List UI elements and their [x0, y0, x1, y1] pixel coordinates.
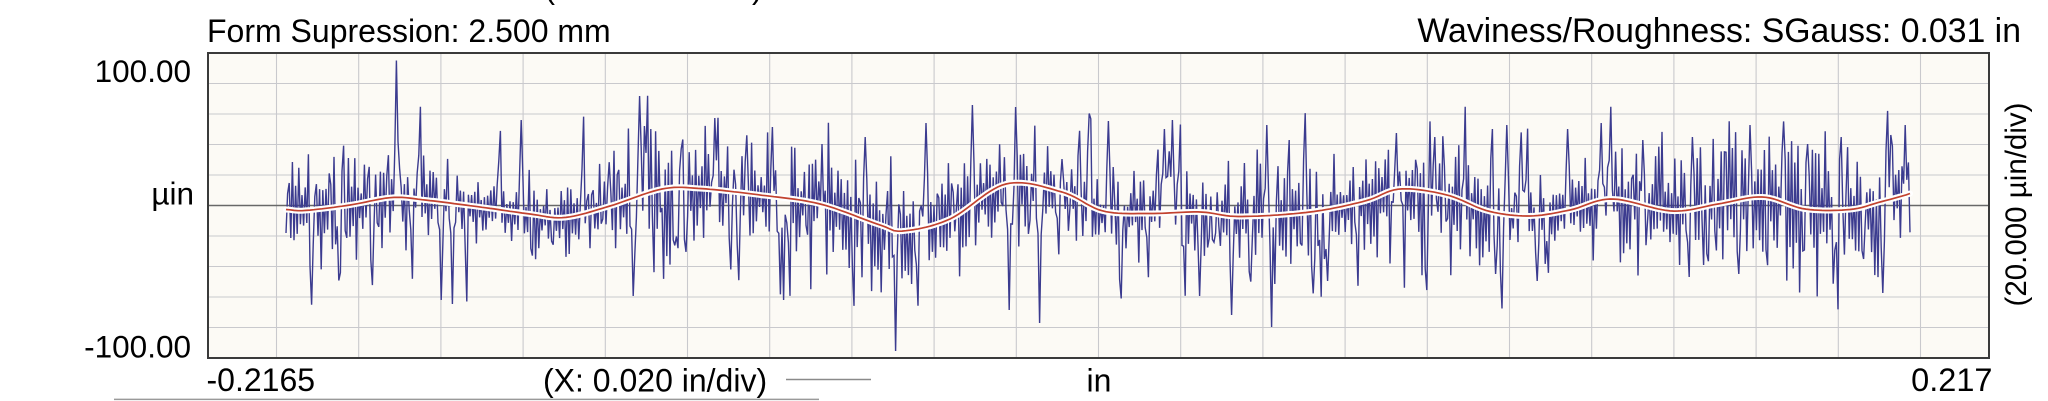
svg-text:-0.2165: -0.2165 — [207, 362, 316, 398]
svg-text:in: in — [1087, 363, 1112, 399]
svg-text:µin: µin — [151, 176, 194, 212]
svg-text:(X: 0.020 in/div): (X: 0.020 in/div) — [543, 363, 767, 399]
svg-text:(: ( — [545, 0, 556, 6]
svg-text:-100.00: -100.00 — [84, 329, 191, 365]
svg-text:Waviness/Roughness: SGauss: 0.: Waviness/Roughness: SGauss: 0.031 in — [1417, 12, 2021, 50]
svg-text:0.217: 0.217 — [1911, 362, 1992, 398]
svg-text:(20.000 µin/div): (20.000 µin/div) — [2000, 103, 2033, 307]
svg-text:100.00: 100.00 — [95, 53, 191, 89]
svg-text:): ) — [752, 0, 763, 6]
svg-text:Form Supression: 2.500 mm: Form Supression: 2.500 mm — [207, 13, 611, 49]
